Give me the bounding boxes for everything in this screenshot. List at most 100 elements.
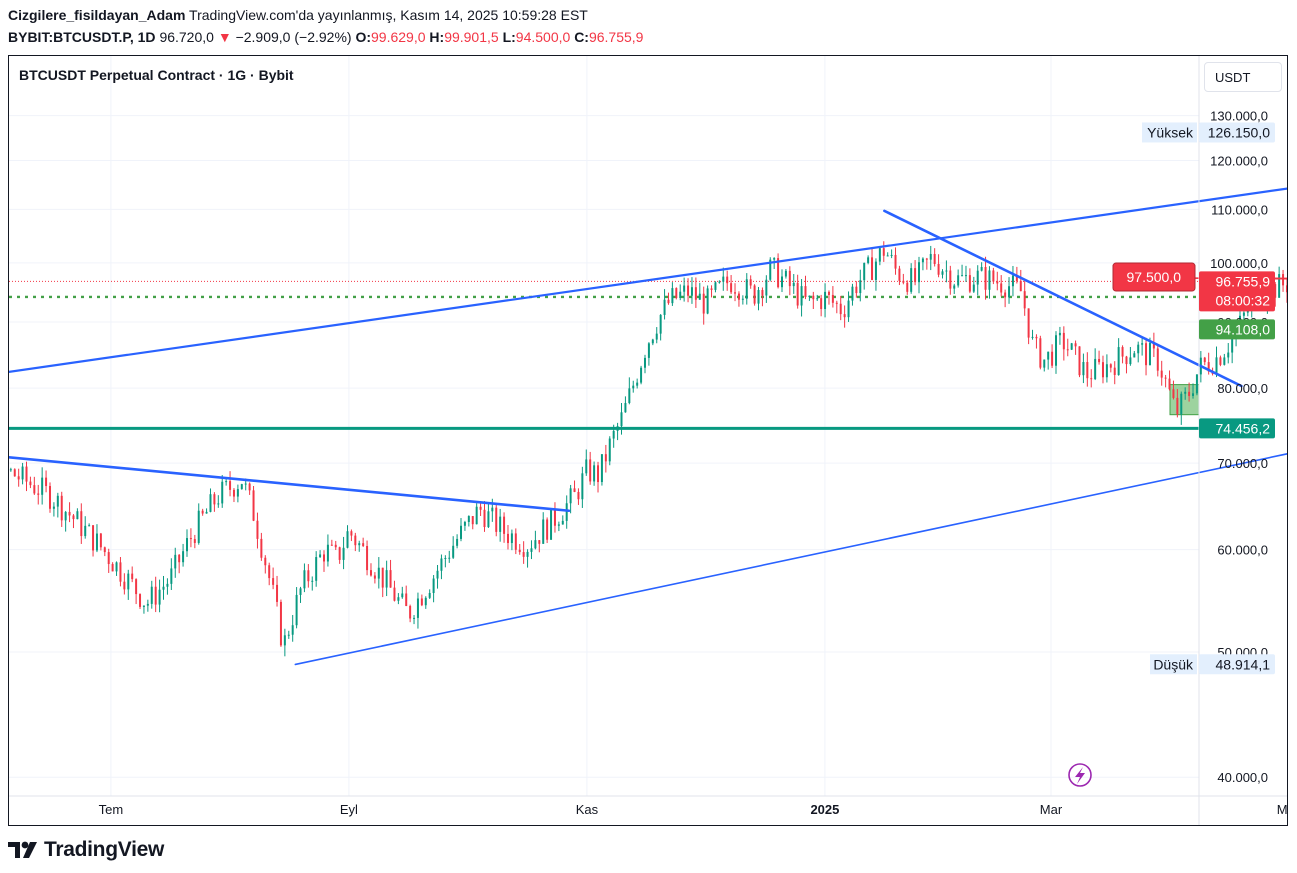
candle (1070, 343, 1073, 350)
y-tick-label: 60.000,0 (1217, 543, 1268, 558)
candle (1203, 357, 1206, 363)
candle (655, 333, 658, 340)
lightning-icon[interactable] (1068, 763, 1092, 787)
last-price: 96.720,0 (159, 29, 214, 45)
candle (217, 503, 220, 505)
candle (503, 516, 506, 534)
close-value: 96.755,9 (588, 29, 644, 45)
candle (413, 617, 416, 619)
candle (1011, 275, 1014, 287)
candle (279, 601, 282, 646)
candle (276, 584, 279, 602)
candle (56, 495, 59, 507)
candle (354, 535, 357, 546)
price-chart[interactable]: 40.000,050.000,060.000,070.000,080.000,0… (9, 56, 1287, 825)
candle (761, 290, 764, 296)
candle (1180, 393, 1183, 415)
candle (115, 562, 118, 572)
author-name[interactable]: Cizgilere_fisildayan_Adam (8, 7, 186, 23)
candle (1188, 391, 1191, 396)
candle (483, 509, 486, 528)
candle (878, 248, 881, 262)
candle (988, 270, 991, 290)
candle (937, 263, 940, 275)
candle (1008, 286, 1011, 298)
candle (534, 540, 537, 549)
candle (1035, 336, 1038, 339)
lower-channel-trendline (294, 453, 1287, 666)
candle (546, 519, 549, 540)
candle (444, 558, 447, 560)
candle (718, 281, 721, 283)
candle (84, 525, 87, 537)
y-tick-label: 40.000,0 (1217, 770, 1268, 785)
tradingview-logo[interactable]: TradingView (8, 838, 164, 862)
candle (722, 276, 725, 282)
candle (550, 508, 553, 540)
candle (264, 557, 267, 566)
candle (812, 295, 815, 300)
candle (123, 581, 126, 590)
candle (902, 280, 905, 283)
candle (1145, 343, 1148, 366)
price-series (9, 241, 1287, 657)
candle (957, 275, 960, 286)
candle (687, 285, 690, 296)
candle (792, 282, 795, 287)
candle (843, 314, 846, 318)
candle (150, 586, 153, 604)
candle (593, 465, 596, 482)
candle (600, 454, 603, 483)
candle (561, 520, 564, 525)
candle (1000, 283, 1003, 293)
countdown-tag: 08:00:32 (1216, 292, 1271, 308)
candle (463, 522, 466, 526)
candle (142, 605, 145, 607)
candle (839, 303, 842, 315)
candle (976, 270, 979, 285)
candle (585, 459, 588, 474)
candle (1027, 308, 1030, 338)
candle (291, 625, 294, 635)
candle (894, 254, 897, 269)
candle (620, 412, 623, 427)
candle (287, 634, 290, 636)
candle (393, 587, 396, 601)
tradingview-wordmark: TradingView (44, 838, 165, 861)
candle (730, 283, 733, 293)
candle (448, 557, 451, 559)
target-price-tag: 97.500,0 (1127, 269, 1182, 285)
candle (953, 285, 956, 289)
candle (487, 511, 490, 528)
candle (189, 538, 192, 540)
candle (765, 279, 768, 296)
candle (45, 477, 48, 487)
candle (1148, 342, 1151, 366)
target-arrow (1122, 277, 1287, 280)
candle (68, 511, 71, 516)
candle (428, 593, 431, 598)
candle (268, 565, 271, 579)
candle (315, 557, 318, 581)
candle (663, 299, 666, 315)
open-label: O: (355, 29, 372, 45)
candle (103, 547, 106, 553)
candle (401, 593, 404, 598)
candle (1215, 357, 1218, 374)
candle (820, 298, 823, 310)
candle (52, 506, 55, 509)
candle (139, 594, 142, 607)
high-price-tag-bg (1199, 122, 1275, 143)
currency-button[interactable]: USDT (1204, 62, 1282, 92)
candle (827, 291, 830, 295)
candle (1058, 332, 1061, 336)
candle (1113, 367, 1116, 375)
candle (518, 549, 521, 553)
upper-channel-trendline (9, 187, 1287, 373)
candle (1078, 346, 1081, 376)
candle (377, 567, 380, 579)
candle (307, 570, 310, 582)
candle (385, 570, 388, 588)
candle (311, 580, 314, 582)
candle (640, 367, 643, 383)
